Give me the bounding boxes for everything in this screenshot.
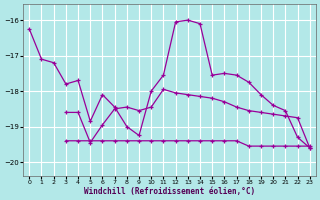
X-axis label: Windchill (Refroidissement éolien,°C): Windchill (Refroidissement éolien,°C) bbox=[84, 187, 255, 196]
